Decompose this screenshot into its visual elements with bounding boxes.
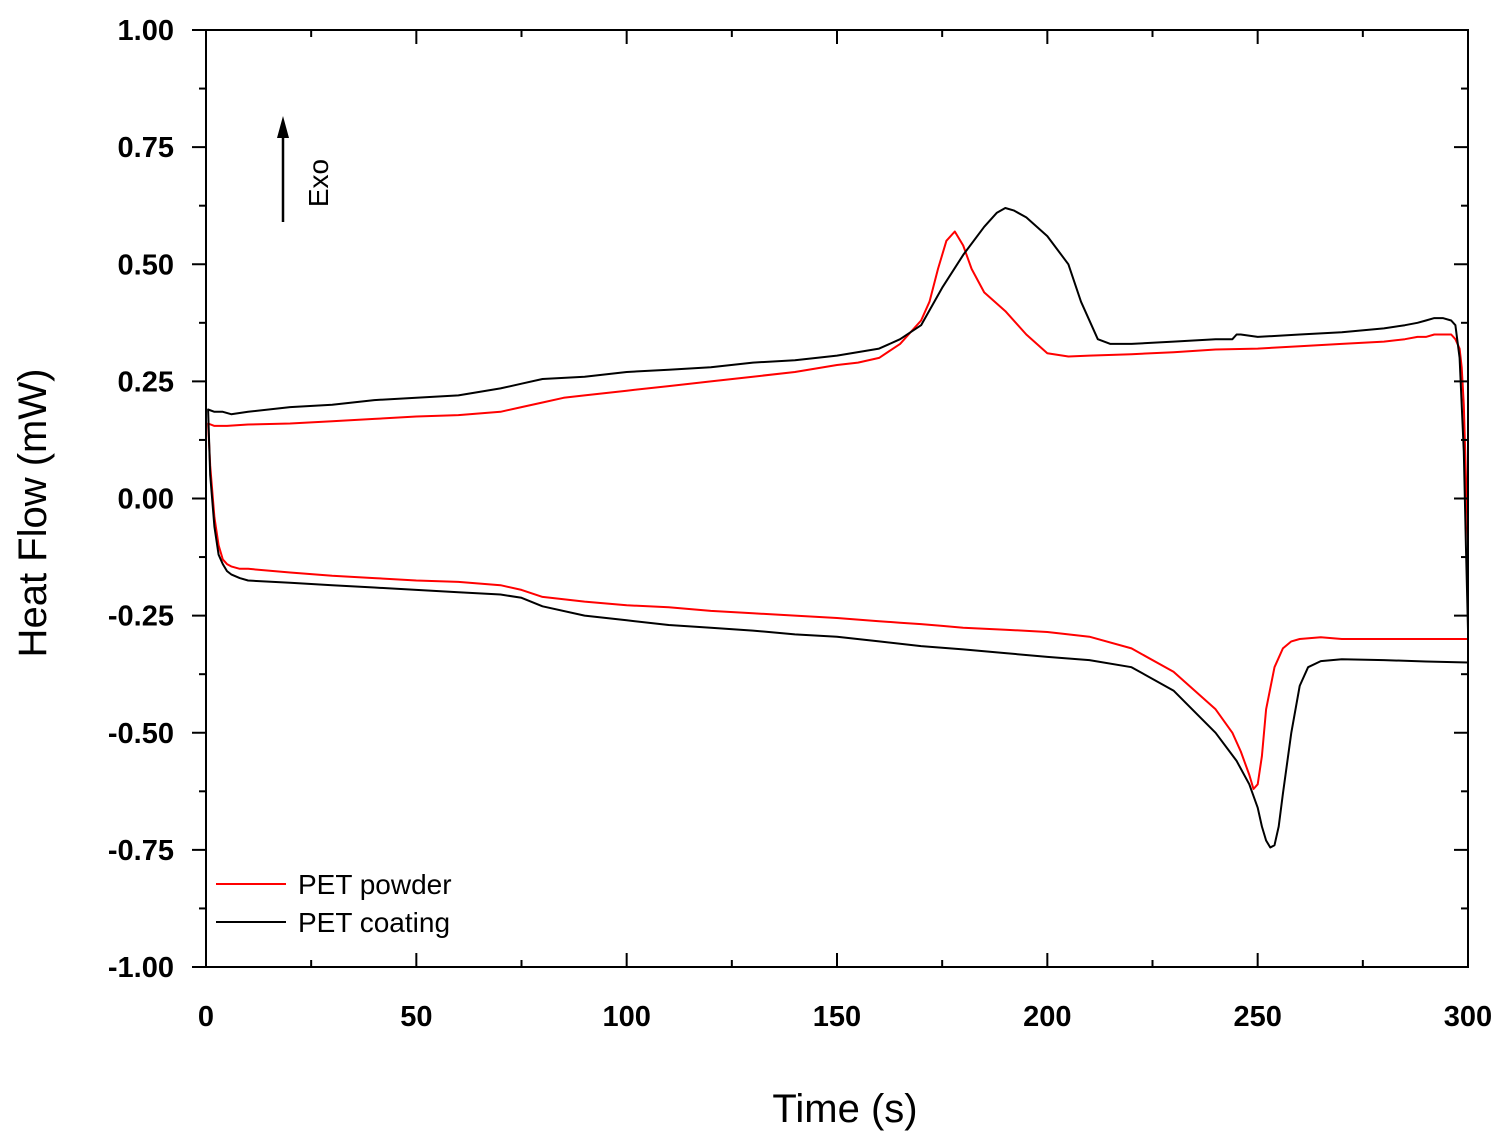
exo-annotation: Exo [277,116,334,222]
y-tick-label-1: 0.75 [118,132,174,164]
y-tick-label-8: -1.00 [108,952,174,984]
y-tick-labels: 1.00 0.75 0.50 0.25 0.00 -0.25 -0.50 -0.75 -1.00 [108,15,174,984]
legend-label-pet-powder: PET powder [298,869,452,900]
x-ticks [205,30,1469,967]
exo-label: Exo [303,159,334,207]
series-layer [207,207,1469,849]
y-tick-label-2: 0.50 [118,249,174,281]
x-tick-label-200: 200 [1023,1001,1071,1033]
y-tick-label-4: 0.00 [118,484,174,516]
x-tick-label-250: 250 [1233,1001,1281,1033]
y-ticks [192,29,1468,968]
y-tick-label-3: 0.25 [118,366,174,398]
y-axis-title: Heat Flow (mW) [11,369,55,658]
x-axis-title: Time (s) [772,1087,917,1131]
legend-label-pet-coating: PET coating [298,907,450,938]
x-tick-labels: 0 50 100 150 200 250 300 [198,1001,1492,1033]
legend: PET powder PET coating [216,869,452,938]
x-tick-label-300: 300 [1444,1001,1492,1033]
exo-arrow-head-icon [277,116,289,138]
y-tick-label-0: 1.00 [118,15,174,47]
y-tick-label-6: -0.50 [108,718,174,750]
series-line-pet-powder [207,230,1469,790]
series-line-pet-coating [207,207,1469,849]
y-tick-label-5: -0.25 [108,601,174,633]
y-tick-label-7: -0.75 [108,835,174,867]
x-tick-label-150: 150 [813,1001,861,1033]
x-tick-label-50: 50 [400,1001,432,1033]
x-tick-label-0: 0 [198,1001,214,1033]
x-tick-label-100: 100 [602,1001,650,1033]
